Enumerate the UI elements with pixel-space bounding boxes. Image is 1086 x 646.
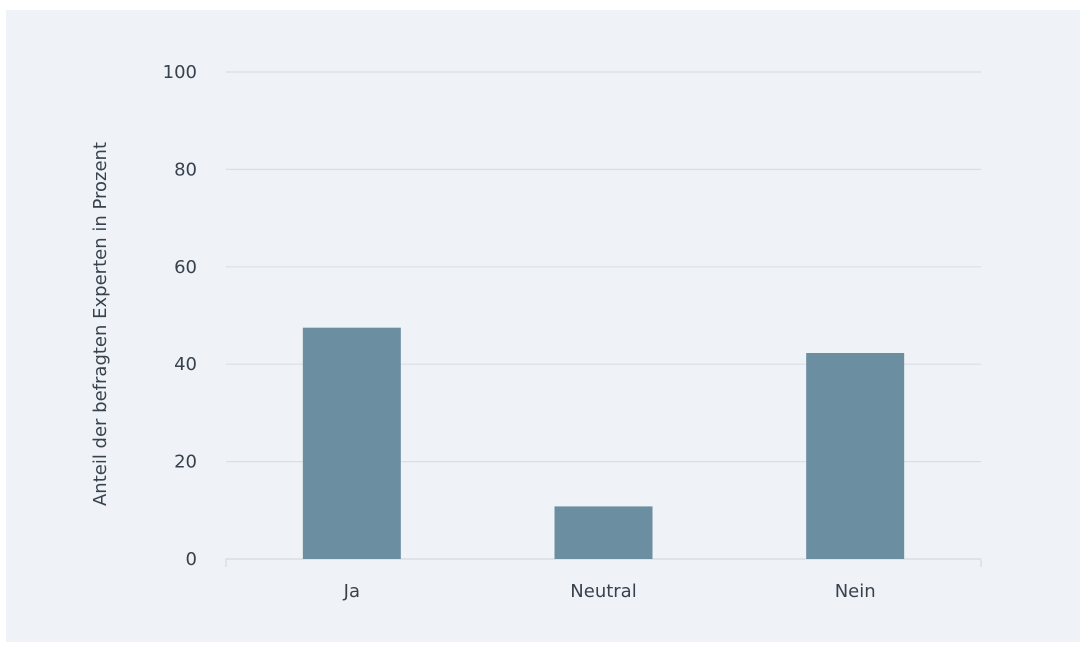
x-tick-labels: Ja Neutral Nein	[343, 581, 876, 602]
y-tick-label: 20	[174, 452, 197, 473]
x-tick-label: Neutral	[570, 581, 636, 602]
bar-nein	[806, 352, 905, 559]
x-tick-label: Ja	[343, 581, 360, 602]
x-tick-label: Nein	[835, 581, 876, 602]
bars	[302, 327, 905, 559]
y-tick-label: 0	[186, 549, 197, 570]
bar-ja	[302, 327, 401, 559]
y-tick-label: 80	[174, 159, 197, 180]
bar-neutral	[554, 506, 653, 559]
y-axis-title: Anteil der befragten Experten in Prozent	[90, 142, 111, 506]
y-tick-label: 100	[163, 62, 197, 83]
y-tick-label: 40	[174, 354, 197, 375]
y-tick-labels: 0 20 40 60 80 100	[163, 62, 197, 570]
y-tick-label: 60	[174, 257, 197, 278]
